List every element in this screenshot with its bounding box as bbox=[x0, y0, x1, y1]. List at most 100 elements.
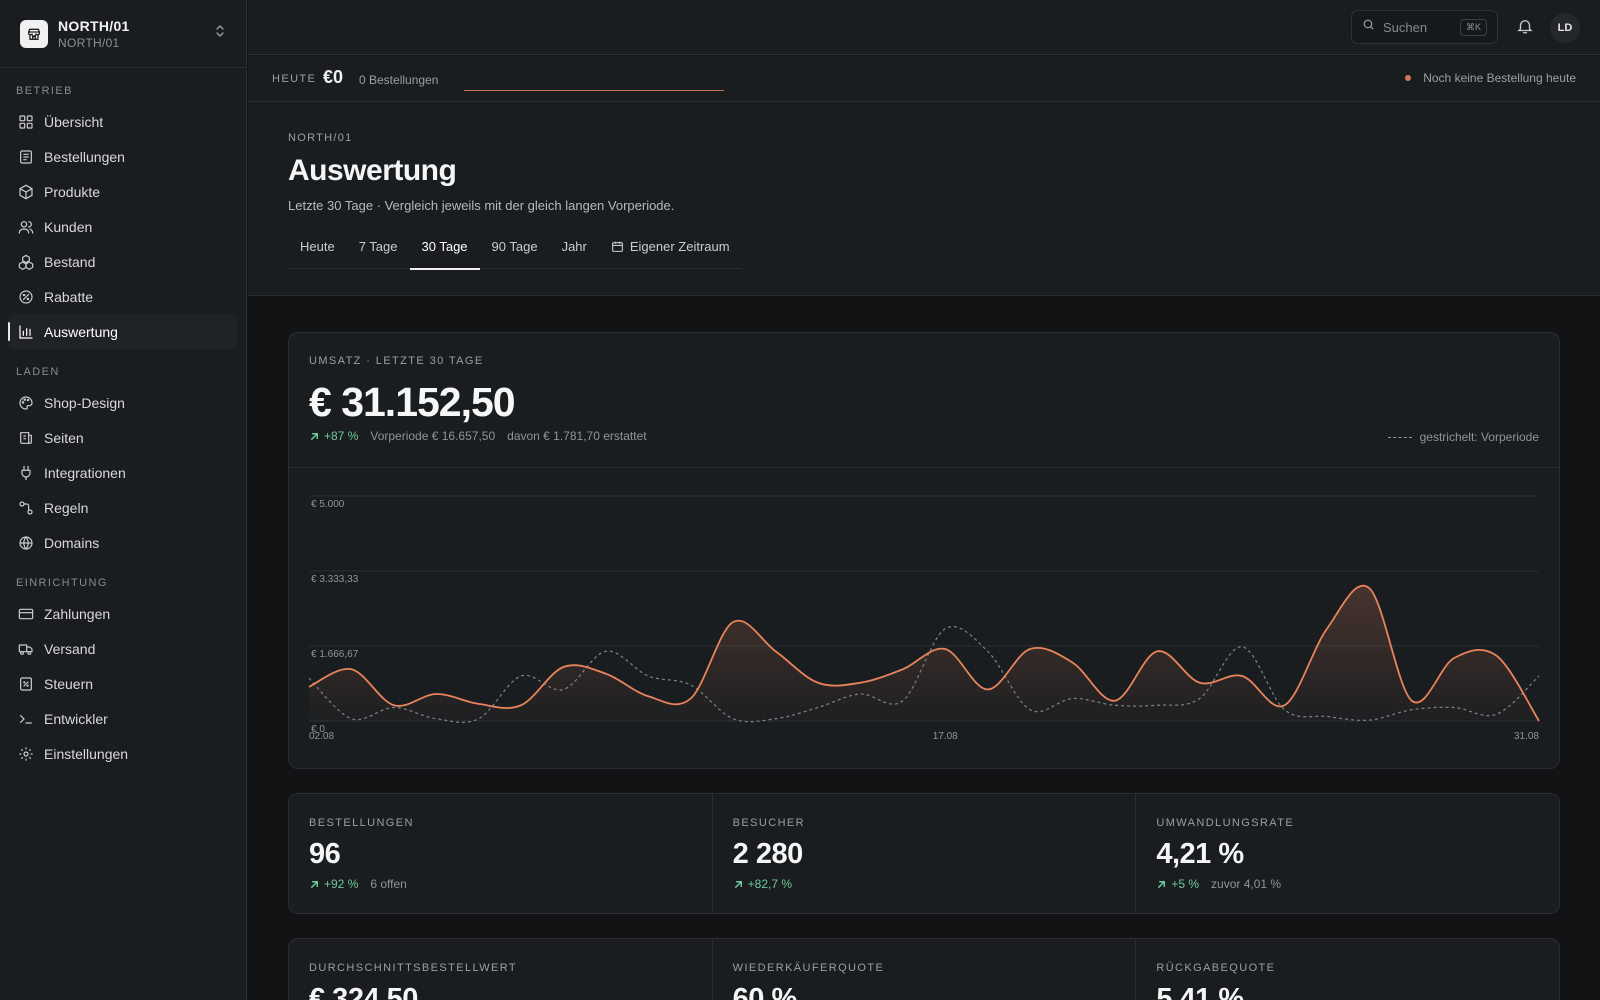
sidebar-item-shop-design[interactable]: Shop-Design bbox=[8, 385, 238, 420]
sidebar-item-label: Zahlungen bbox=[44, 605, 111, 622]
avatar[interactable]: LD bbox=[1550, 13, 1580, 43]
sidebar-item-label: Rabatte bbox=[44, 288, 94, 305]
plug-icon bbox=[18, 465, 34, 481]
sidebar-item-seiten[interactable]: Seiten bbox=[8, 420, 238, 455]
y-tick-label: € 0 bbox=[311, 724, 325, 735]
y-tick-label: € 5.000 bbox=[311, 499, 345, 510]
page-title: Auswertung bbox=[288, 154, 457, 187]
arrow-up-right-icon bbox=[311, 432, 318, 440]
stat-umwandlungsrate: UMWANDLUNGSRATE 4,21 % +5 % zuvor 4,01 % bbox=[1136, 794, 1559, 913]
stat-label: WIEDERKÄUFERQUOTE bbox=[732, 962, 885, 974]
search-placeholder: Suchen bbox=[1383, 19, 1428, 35]
tab-7-tage[interactable]: 7 Tage bbox=[358, 239, 398, 254]
stat-besucher: BESUCHER 2 280 +82,7 % bbox=[713, 794, 1137, 913]
tab-label: Eigener Zeitraum bbox=[629, 239, 730, 254]
store-switcher[interactable]: NORTH/01 NORTH/01 bbox=[0, 0, 246, 68]
revenue-chart: € 5.000 € 3.333,33 € 1.666,67 € 002.08 17.08… bbox=[308, 495, 1540, 742]
stat-meta: +5 % zuvor 4,01 % bbox=[1156, 877, 1281, 891]
sidebar-item-domains[interactable]: Domains bbox=[8, 525, 238, 560]
sidebar-item-einstellungen[interactable]: Einstellungen bbox=[8, 736, 238, 771]
stat-change: +82,7 % bbox=[733, 877, 792, 891]
today-status-text: Noch keine Bestellung heute bbox=[1423, 71, 1576, 85]
series-area-current bbox=[309, 585, 1539, 721]
calendar-icon bbox=[611, 240, 624, 253]
tab-90-tage[interactable]: 90 Tage bbox=[491, 239, 538, 254]
revenue-card: UMSATZ · LETZTE 30 TAGE € 31.152,50 +87 … bbox=[288, 332, 1560, 769]
x-tick-label: 17.08 bbox=[933, 731, 958, 742]
revenue-value: € 31.152,50 bbox=[309, 379, 516, 425]
page-subtitle: Letzte 30 Tage · Vergleich jeweils mit d… bbox=[288, 198, 675, 213]
gear-icon bbox=[18, 746, 34, 762]
tab-jahr[interactable]: Jahr bbox=[561, 239, 587, 254]
sidebar-item-label: Bestand bbox=[44, 253, 96, 270]
revenue-label: UMSATZ · LETZTE 30 TAGE bbox=[309, 355, 484, 367]
pages-icon bbox=[18, 430, 34, 446]
globe-icon bbox=[18, 535, 34, 551]
stat-change: +5 % bbox=[1156, 877, 1199, 891]
sidebar-item-label: Einstellungen bbox=[44, 745, 129, 762]
truck-icon bbox=[18, 641, 34, 657]
sidebar: NORTH/01 NORTH/01 BETRIEB Übersicht Best… bbox=[0, 0, 247, 1000]
search-shortcut: ⌘K bbox=[1459, 18, 1487, 36]
x-tick-label: 02.08 bbox=[309, 731, 334, 742]
sidebar-item-bestand[interactable]: Bestand bbox=[8, 244, 238, 279]
chevron-up-down-icon bbox=[214, 24, 226, 43]
stat-value: 4,21 % bbox=[1156, 838, 1244, 870]
sidebar-item-label: Steuern bbox=[44, 675, 94, 692]
stat-change-value: +92 % bbox=[324, 877, 359, 891]
sidebar-item-regeln[interactable]: Regeln bbox=[8, 490, 238, 525]
today-status: Noch keine Bestellung heute bbox=[1405, 71, 1576, 85]
boxes-icon bbox=[18, 254, 34, 270]
sidebar-item-zahlungen[interactable]: Zahlungen bbox=[8, 596, 238, 631]
search-icon bbox=[1362, 18, 1375, 36]
page-header: NORTH/01 Auswertung Letzte 30 Tage · Ver… bbox=[248, 102, 1600, 296]
stat-value: 5,41 % bbox=[1156, 983, 1244, 1000]
sidebar-item-versand[interactable]: Versand bbox=[8, 631, 238, 666]
revenue-change-value: +87 % bbox=[324, 429, 359, 443]
stat-label: RÜCKGABEQUOTE bbox=[1156, 962, 1276, 974]
stats-row: DURCHSCHNITTSBESTELLWERT € 324,50 WIEDER… bbox=[288, 938, 1560, 1000]
breadcrumb: NORTH/01 bbox=[288, 132, 353, 144]
sidebar-item-kunden[interactable]: Kunden bbox=[8, 209, 238, 244]
store-icon bbox=[20, 19, 48, 48]
grid-icon bbox=[18, 114, 34, 130]
chart-legend: gestrichelt: Vorperiode bbox=[1387, 430, 1539, 444]
stat-value: 60 % bbox=[732, 983, 798, 1000]
sidebar-item-auswertung[interactable]: Auswertung bbox=[8, 314, 238, 349]
topbar: Suchen ⌘K LD bbox=[248, 0, 1600, 55]
tab-heute[interactable]: Heute bbox=[300, 239, 335, 254]
search-input[interactable]: Suchen ⌘K bbox=[1351, 10, 1498, 44]
sidebar-item-produkte[interactable]: Produkte bbox=[8, 174, 238, 209]
bell-icon bbox=[1516, 20, 1534, 39]
revenue-meta: +87 % Vorperiode € 16.657,50 davon € 1.7… bbox=[309, 429, 647, 443]
notifications-button[interactable] bbox=[1516, 17, 1536, 37]
stat-durchschnittsbestellwert: DURCHSCHNITTSBESTELLWERT € 324,50 bbox=[289, 939, 713, 1000]
stat-change: +92 % bbox=[309, 877, 358, 891]
sidebar-item-label: Regeln bbox=[44, 499, 89, 516]
stat-meta: +92 % 6 offen bbox=[309, 877, 407, 891]
arrow-up-right-icon bbox=[1158, 880, 1166, 888]
tab-30-tage[interactable]: 30 Tage bbox=[409, 224, 480, 270]
nav-section-laden: LADEN Shop-Design Seiten Integrationen R… bbox=[0, 349, 246, 560]
sidebar-item-integrationen[interactable]: Integrationen bbox=[8, 455, 238, 490]
sidebar-item-rabatte[interactable]: Rabatte bbox=[8, 279, 238, 314]
terminal-icon bbox=[18, 711, 34, 727]
stat-wiederkaeuferquote: WIEDERKÄUFERQUOTE 60 % bbox=[713, 939, 1137, 1000]
stat-rueckgabequote: RÜCKGABEQUOTE 5,41 % bbox=[1136, 939, 1559, 1000]
tab-eigener-zeitraum[interactable]: Eigener Zeitraum bbox=[599, 224, 742, 269]
bar-chart-icon bbox=[18, 324, 34, 340]
sidebar-item-uebersicht[interactable]: Übersicht bbox=[8, 104, 238, 139]
y-tick-label: € 3.333,33 bbox=[311, 574, 359, 585]
legend-text: gestrichelt: Vorperiode bbox=[1419, 430, 1539, 444]
sidebar-item-bestellungen[interactable]: Bestellungen bbox=[8, 139, 238, 174]
palette-icon bbox=[18, 395, 34, 411]
stat-bestellungen: BESTELLUNGEN 96 +92 % 6 offen bbox=[289, 794, 713, 913]
today-orders: 0 Bestellungen bbox=[359, 73, 439, 87]
nav-heading: EINRICHTUNG bbox=[16, 577, 108, 589]
sidebar-item-steuern[interactable]: Steuern bbox=[8, 666, 238, 701]
tax-icon bbox=[18, 676, 34, 692]
series-line-current bbox=[308, 584, 1540, 722]
sidebar-item-entwickler[interactable]: Entwickler bbox=[8, 701, 238, 736]
divider bbox=[289, 467, 1559, 468]
